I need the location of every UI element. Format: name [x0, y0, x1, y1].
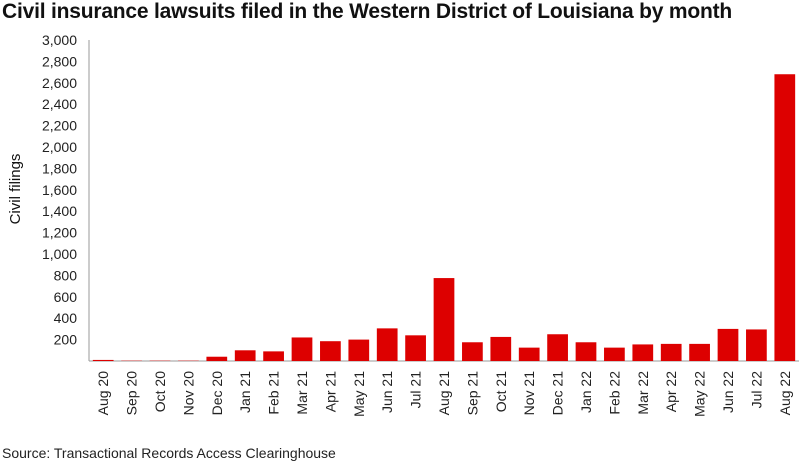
y-tick-label: 200	[54, 332, 78, 348]
y-tick-label: 600	[54, 289, 78, 305]
bar	[291, 337, 313, 361]
bar	[604, 347, 625, 362]
x-tick-label: Oct 20	[152, 371, 168, 412]
bar	[234, 350, 256, 361]
x-tick-label: Aug 22	[777, 371, 793, 416]
y-tick-label: 1,800	[42, 160, 77, 176]
x-tick-label: Feb 21	[266, 371, 282, 415]
x-tick-label: Jul 22	[748, 371, 764, 409]
bar	[206, 356, 228, 361]
y-tick-label: 2,800	[42, 53, 77, 69]
bar	[92, 359, 114, 361]
y-tick-label: 2,400	[42, 96, 77, 112]
y-tick-label: 2,000	[42, 139, 77, 155]
x-tick-label: Apr 21	[322, 371, 338, 412]
bar	[632, 344, 654, 361]
bar	[263, 351, 284, 361]
y-tick-label: 1,400	[42, 203, 77, 219]
bar-chart: 200 400 600 800 1,000 1,200 1,400 1,600 1,800 2,0…	[7, 32, 799, 417]
y-tick-label: 3,000	[42, 32, 77, 48]
bar	[518, 347, 540, 362]
y-tick-label: 1,600	[42, 182, 77, 198]
x-tick-label: Jan 22	[578, 371, 594, 413]
bar	[660, 343, 682, 361]
bar	[462, 342, 483, 361]
bar	[405, 335, 426, 361]
x-tick-label: Aug 21	[436, 371, 452, 416]
x-tick-label: Mar 22	[635, 371, 651, 415]
y-tick-label: 800	[54, 267, 78, 283]
y-tick-label: 2,200	[42, 118, 77, 134]
bar	[575, 342, 597, 361]
x-tick-label: Nov 21	[521, 371, 537, 416]
x-tick-label: May 21	[351, 371, 367, 417]
bar	[376, 328, 398, 361]
x-tick-label: Aug 20	[95, 371, 111, 416]
x-tick-label: Jun 22	[720, 371, 736, 413]
x-tick-label: Sep 21	[464, 371, 480, 416]
y-axis-title: Civil filings	[7, 154, 24, 225]
bar	[320, 341, 341, 361]
y-tick-label: 1,000	[42, 246, 77, 262]
x-tick-label: Feb 22	[606, 371, 622, 415]
bar	[348, 339, 370, 361]
x-tick-label: Jan 21	[237, 371, 253, 413]
y-tick-label: 1,200	[42, 225, 77, 241]
x-tick-label: Jul 21	[408, 371, 424, 409]
chart-title: Civil insurance lawsuits filed in the We…	[2, 0, 733, 23]
bar	[547, 334, 568, 361]
x-tick-label: Jun 21	[379, 371, 395, 413]
x-tick-label: Sep 20	[124, 371, 140, 416]
bar	[490, 336, 512, 361]
x-tick-label: Oct 21	[493, 371, 509, 412]
x-tick-label: Mar 21	[294, 371, 310, 415]
x-tick-label: Apr 22	[663, 371, 679, 412]
bar	[774, 74, 796, 362]
y-tick-label: 400	[54, 310, 78, 326]
bar	[433, 278, 455, 361]
source-note: Source: Transactional Records Access Cle…	[2, 445, 336, 461]
x-tick-label: May 22	[692, 371, 708, 417]
bar	[746, 329, 767, 361]
x-tick-label: Nov 20	[180, 371, 196, 416]
bar	[717, 328, 739, 361]
y-tick-label: 2,600	[42, 75, 77, 91]
x-tick-label: Dec 20	[209, 371, 225, 416]
x-tick-label: Dec 21	[550, 371, 566, 416]
bar	[689, 343, 710, 361]
